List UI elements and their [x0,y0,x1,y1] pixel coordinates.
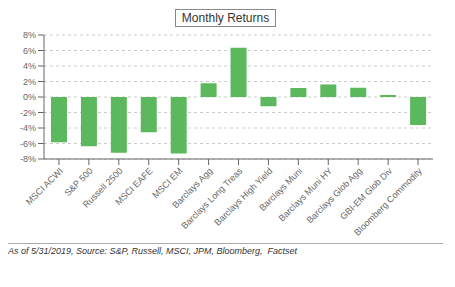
svg-text:-8%: -8% [20,154,36,164]
svg-text:Bloomberg Commodity: Bloomberg Commodity [352,166,424,238]
svg-text:0%: 0% [23,92,36,102]
svg-text:6%: 6% [23,46,36,56]
svg-text:MSCI EM: MSCI EM [150,165,185,201]
svg-text:GBI-EM Glob Div: GBI-EM Glob Div [338,166,394,222]
svg-text:2%: 2% [23,77,36,87]
svg-text:8%: 8% [23,30,36,40]
svg-text:Barclays Glob Agg: Barclays Glob Agg [305,166,364,225]
svg-text:MSCI ACWI: MSCI ACWI [24,166,65,207]
svg-text:Russell 2500: Russell 2500 [80,165,125,210]
svg-text:Barclays High Yield: Barclays High Yield [212,165,275,228]
svg-text:-4%: -4% [20,123,36,133]
html-text:As of 5/31/2019, Source: S&P,: As of 5/31/2019, Source: S&P, Russell, M… [8,246,297,256]
svg-text:-2%: -2% [20,108,36,118]
svg-text:S&P 500: S&P 500 [62,165,95,198]
svg-text:Barclays Agg: Barclays Agg [170,165,215,211]
svg-text:4%: 4% [23,61,36,71]
svg-text:Barclays Long Treas: Barclays Long Treas [179,165,245,231]
svg-text:MSCI EAFE: MSCI EAFE [113,166,154,207]
svg-text:Barclays Muni HY: Barclays Muni HY [277,166,335,224]
svg-text:-6%: -6% [20,139,36,149]
html-text:Monthly Returns: Monthly Returns [181,11,270,25]
